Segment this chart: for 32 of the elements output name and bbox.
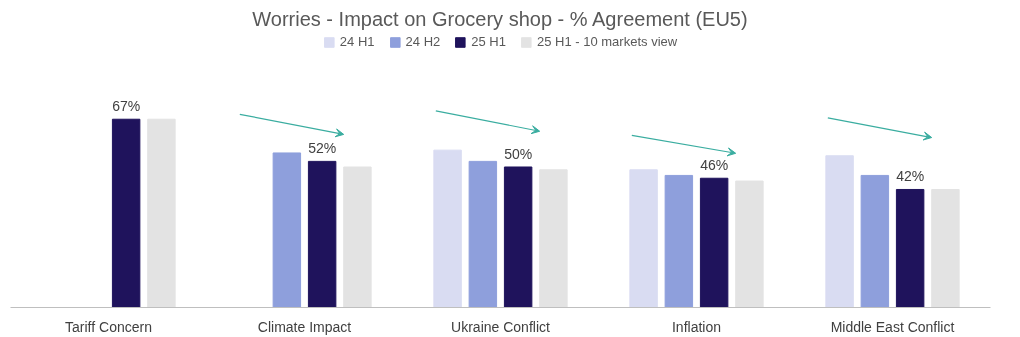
bar	[343, 166, 372, 308]
bar	[539, 169, 568, 308]
bar	[307, 160, 337, 308]
x-tick-label: Climate Impact	[257, 318, 352, 335]
bar	[111, 118, 141, 308]
bar	[272, 152, 302, 308]
bar	[699, 177, 729, 308]
bar	[147, 118, 176, 308]
bar	[825, 155, 854, 308]
data-label: 67%	[112, 98, 141, 115]
bar	[503, 166, 533, 308]
legend-label: 25 H1 - 10 markets view	[536, 34, 678, 49]
data-label: 46%	[700, 157, 729, 174]
legend-label: 25 H1	[471, 34, 506, 49]
bar	[860, 174, 890, 308]
bar	[468, 160, 498, 308]
data-label: 42%	[896, 168, 925, 185]
data-label: 52%	[308, 140, 337, 157]
data-label: 50%	[504, 146, 533, 162]
x-tick-label: Ukraine Conflict	[451, 318, 551, 335]
bar	[895, 188, 925, 308]
bar	[629, 169, 658, 308]
legend-label: 24 H1	[339, 34, 375, 49]
bar	[735, 180, 764, 308]
bar	[433, 149, 462, 308]
x-tick-label: Inflation	[671, 318, 722, 335]
bar	[931, 188, 960, 308]
x-tick-label: Middle East Conflict	[830, 318, 955, 335]
chart-title: Worries - Impact on Grocery shop - % Agreement (EU5)	[252, 7, 748, 30]
x-tick-label: Tariff Concern	[65, 318, 152, 335]
bar	[664, 174, 694, 308]
legend-label: 24 H2	[405, 34, 441, 49]
